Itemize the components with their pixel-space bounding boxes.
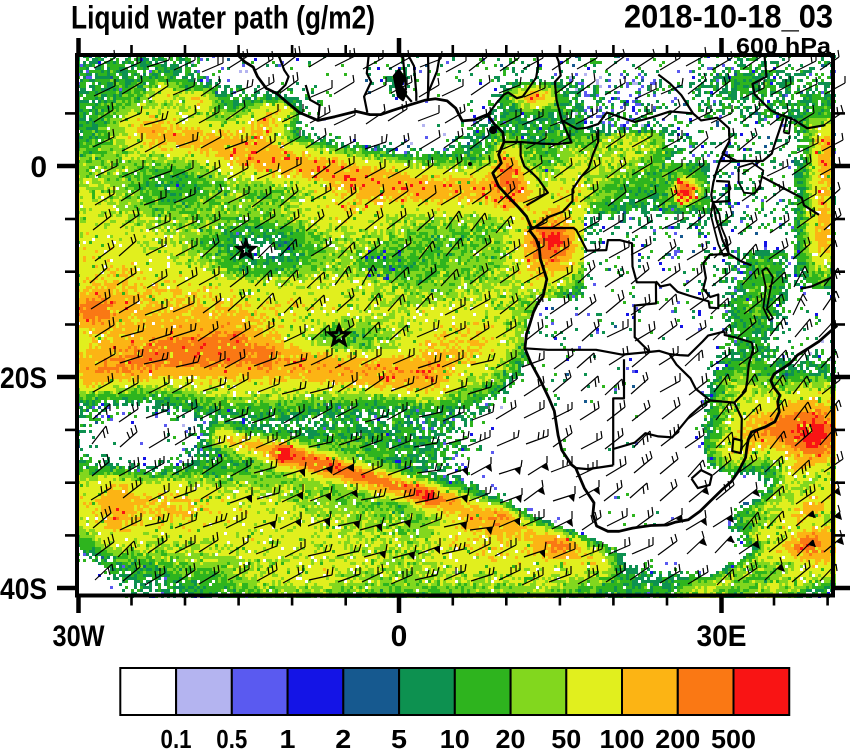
svg-text:5: 5 — [391, 724, 407, 750]
svg-text:0.1: 0.1 — [161, 724, 192, 750]
svg-text:40S: 40S — [0, 573, 47, 606]
svg-text:2: 2 — [335, 724, 351, 750]
svg-text:30E: 30E — [697, 620, 747, 653]
svg-text:0.5: 0.5 — [216, 724, 247, 750]
svg-text:20: 20 — [496, 724, 526, 750]
svg-text:100: 100 — [600, 724, 645, 750]
svg-text:50: 50 — [551, 724, 581, 750]
svg-text:200: 200 — [655, 724, 700, 750]
svg-text:500: 500 — [711, 724, 756, 750]
svg-text:2018-10-18_03: 2018-10-18_03 — [624, 0, 833, 35]
svg-text:10: 10 — [440, 724, 470, 750]
svg-text:0: 0 — [391, 620, 408, 653]
svg-text:Liquid water path (g/m2): Liquid water path (g/m2) — [71, 0, 375, 36]
svg-text:30W: 30W — [53, 620, 106, 653]
svg-text:1: 1 — [280, 724, 296, 750]
svg-text:0: 0 — [30, 151, 47, 184]
svg-text:600 hPa: 600 hPa — [736, 33, 831, 59]
svg-text:20S: 20S — [0, 362, 47, 395]
